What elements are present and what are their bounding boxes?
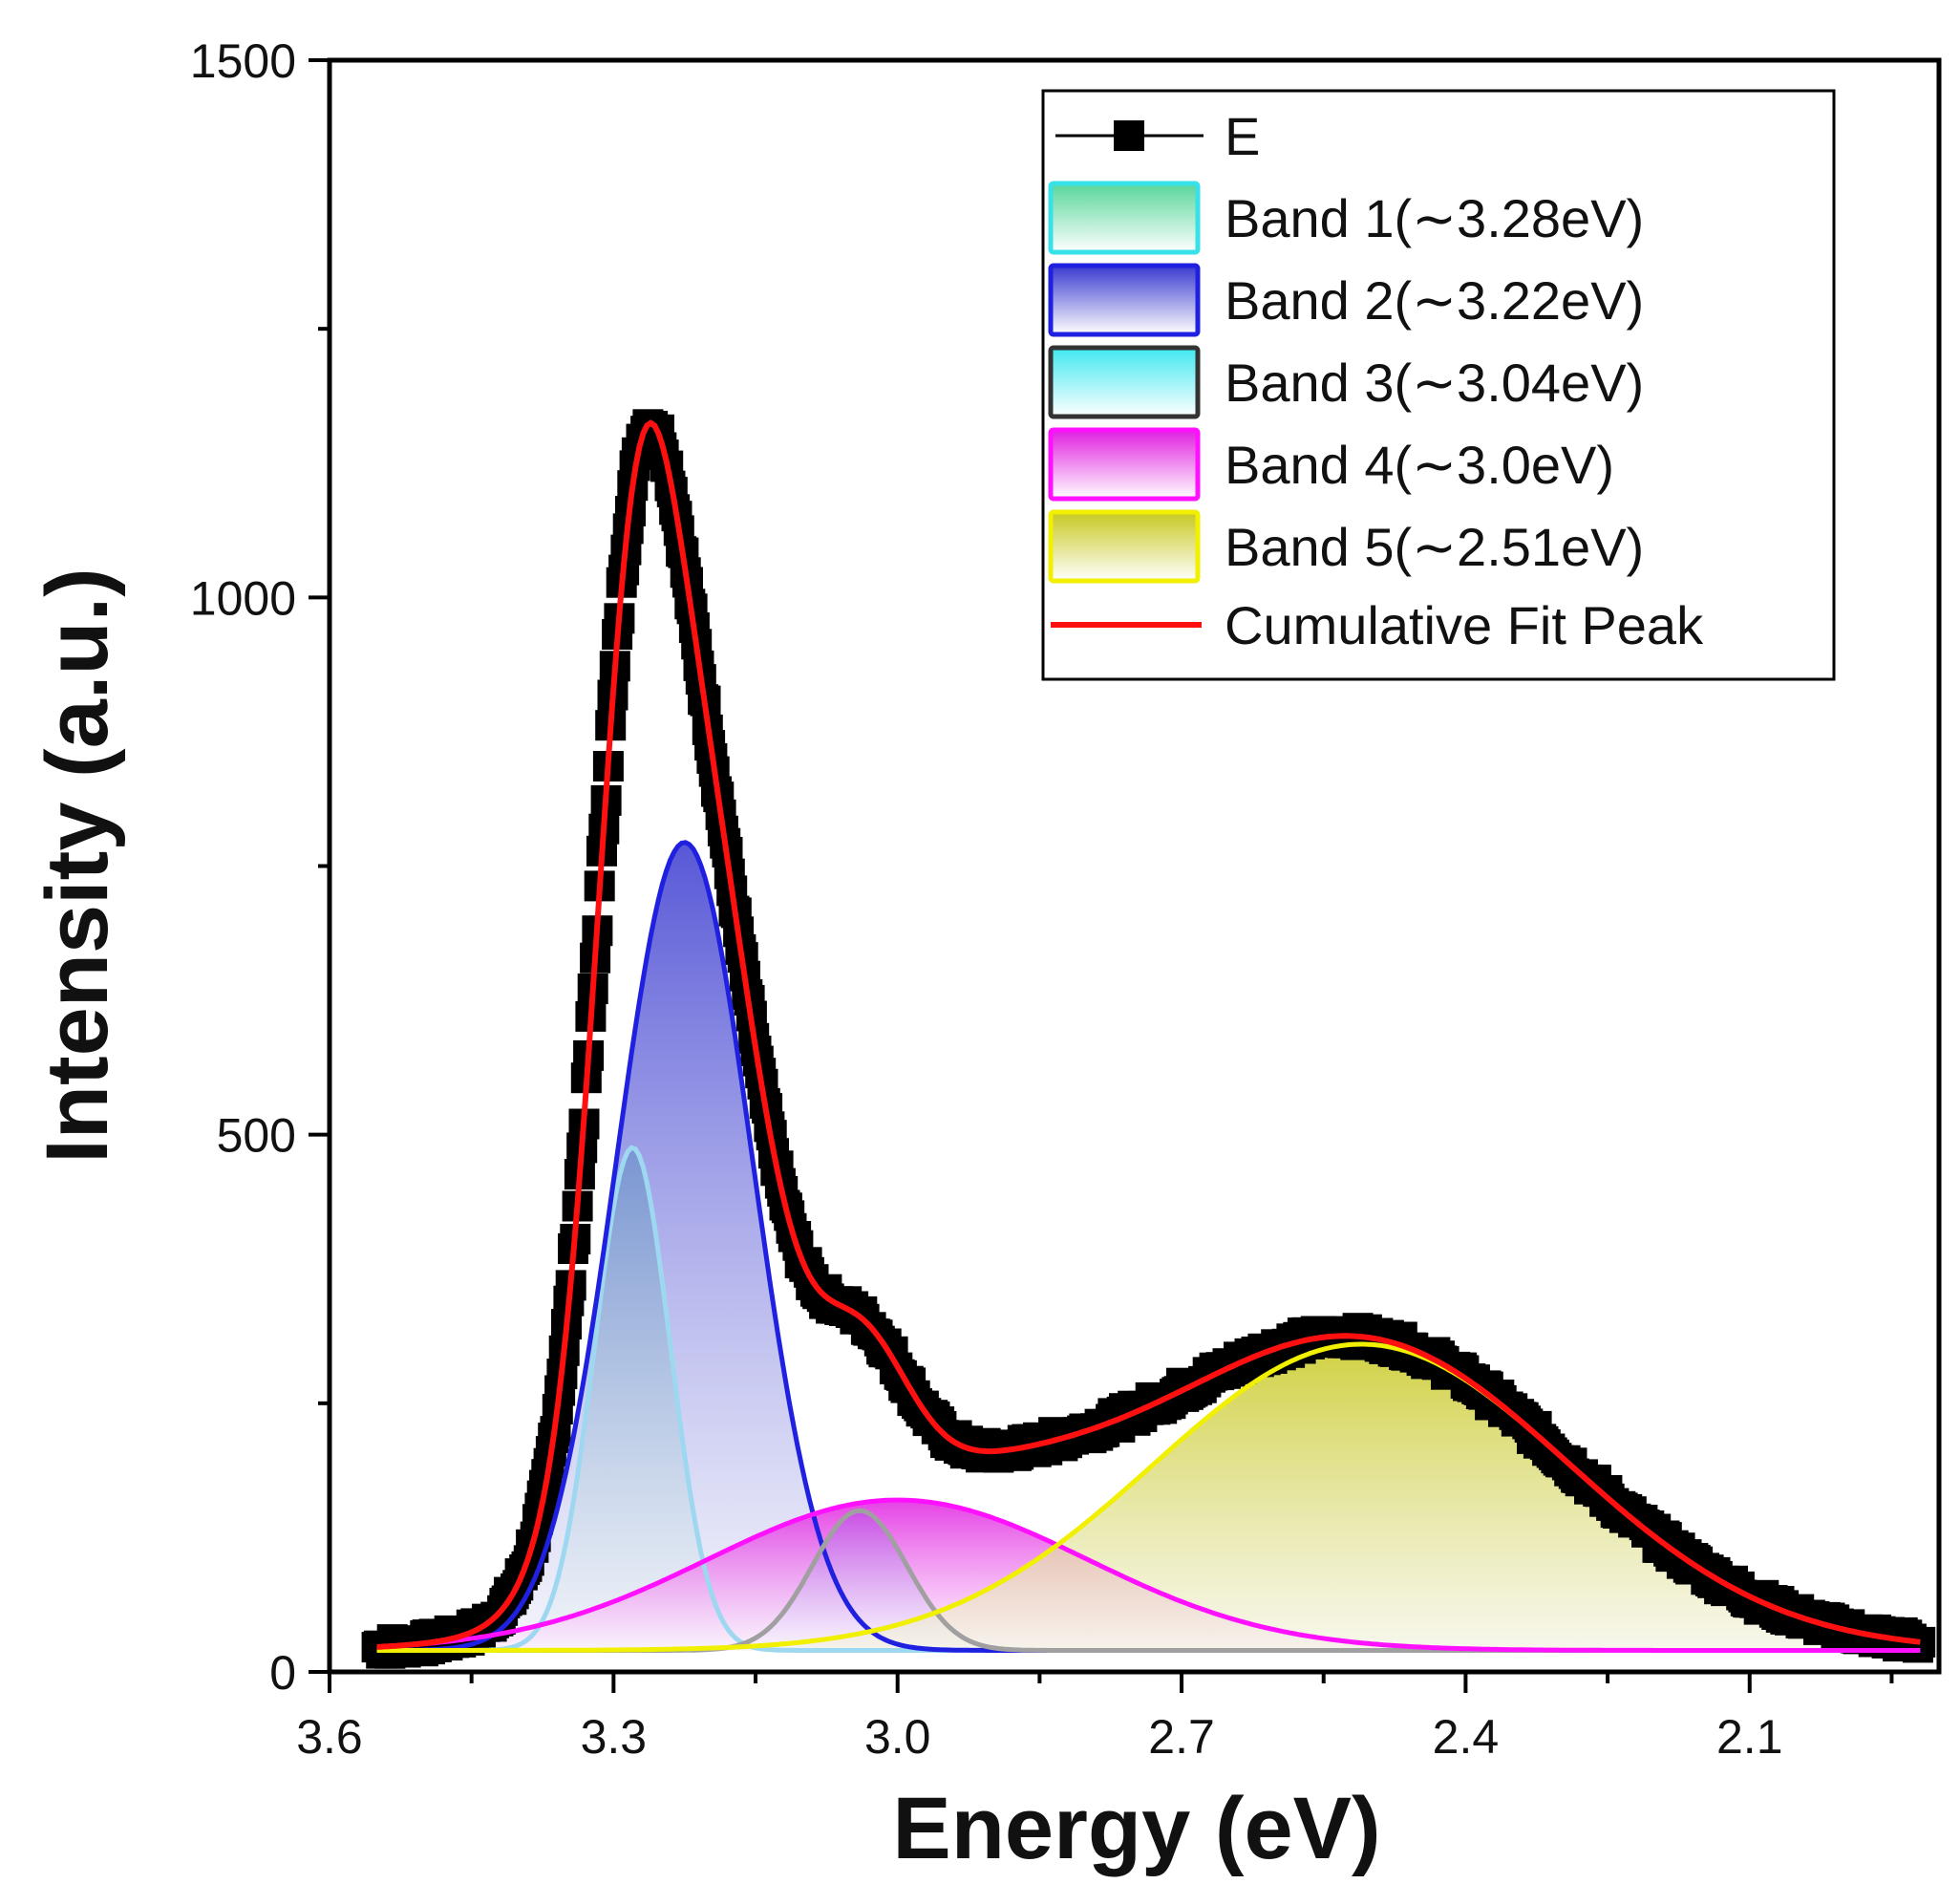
- y-axis-title: Intensity (a.u.): [29, 567, 126, 1164]
- legend-label-band-4: Band 4(∼3.0eV): [1225, 435, 1614, 495]
- legend-marker-e: [1114, 120, 1144, 151]
- y-tick-label: 1000: [190, 571, 296, 625]
- x-tick-label: 2.1: [1716, 1710, 1783, 1764]
- band-4-area: [376, 1500, 1921, 1651]
- y-tick-label: 0: [269, 1646, 296, 1700]
- x-tick-label: 3.6: [296, 1710, 363, 1764]
- cumulative-fit-line: [376, 419, 1921, 1650]
- y-tick-label: 1500: [190, 34, 296, 88]
- y-tick-label: 500: [217, 1109, 296, 1163]
- x-axis-title: Energy (eV): [892, 1780, 1380, 1877]
- legend-swatch-band-5: [1048, 509, 1201, 584]
- y-axis-ticks: 0 500 1000 1500: [190, 34, 330, 1700]
- legend-label-band-5: Band 5(∼2.51eV): [1225, 517, 1644, 577]
- legend-swatch-band-4: [1048, 427, 1201, 502]
- x-tick-label: 2.7: [1148, 1710, 1215, 1764]
- legend-label-e: E: [1225, 106, 1260, 166]
- band-2-area: [376, 842, 1921, 1651]
- legend-swatch-band-2: [1048, 263, 1201, 337]
- x-tick-label: 3.0: [864, 1710, 931, 1764]
- legend: E Band 1(∼3.28eV) Band 2(∼3.22eV) Band 3(∼3…: [1041, 89, 1836, 681]
- legend-label-band-3: Band 3(∼3.04eV): [1225, 353, 1644, 413]
- legend-label-band-2: Band 2(∼3.22eV): [1225, 270, 1644, 331]
- band-outlines: [376, 840, 1921, 1653]
- x-axis-ticks: 3.6 3.3 3.0 2.7 2.4 2.1: [296, 1672, 1894, 1764]
- legend-swatch-band-3: [1048, 345, 1201, 419]
- x-tick-label: 2.4: [1433, 1710, 1500, 1764]
- band-5-area: [376, 1344, 1921, 1651]
- legend-swatch-band-1: [1048, 181, 1201, 255]
- x-tick-label: 3.3: [581, 1710, 648, 1764]
- legend-label-fit: Cumulative Fit Peak: [1225, 595, 1704, 655]
- band-4-outline: [376, 1497, 1921, 1653]
- cumulative-fit-path: [376, 419, 1921, 1650]
- legend-label-band-1: Band 1(∼3.28eV): [1225, 188, 1644, 248]
- band-areas: [376, 842, 1921, 1651]
